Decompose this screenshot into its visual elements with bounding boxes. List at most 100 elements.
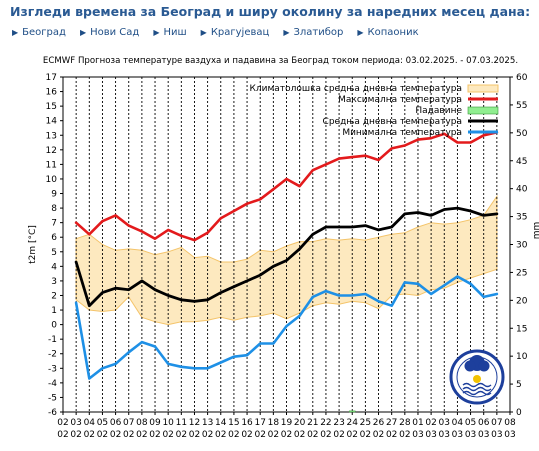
x-tick-day: 27	[386, 418, 397, 428]
x-tick-month: 03	[465, 430, 476, 440]
x-tick-day: 20	[294, 418, 306, 428]
x-tick-month: 02	[399, 430, 410, 440]
x-tick-month: 03	[412, 430, 423, 440]
x-tick-month: 02	[360, 430, 371, 440]
x-tick-day: 09	[149, 418, 161, 428]
x-tick-day: 25	[360, 418, 371, 428]
x-tick-day: 21	[307, 418, 318, 428]
x-tick-day: 02	[425, 418, 436, 428]
y2-tick-label: 50	[516, 129, 528, 139]
x-tick-day: 05	[465, 418, 476, 428]
x-tick-day: 26	[373, 418, 385, 428]
nav-link-3[interactable]: ▶ Крагујевац	[201, 27, 270, 38]
x-tick-day: 13	[202, 418, 213, 428]
x-tick-month: 03	[425, 430, 436, 440]
mean-temp-line	[74, 206, 499, 308]
legend-swatch-precip	[467, 106, 499, 115]
play-arrow-icon: ▶	[79, 28, 87, 37]
x-tick-month: 02	[268, 430, 279, 440]
x-tick-month: 02	[307, 430, 318, 440]
y-axis-label: t2m [°C]	[28, 225, 38, 264]
x-tick-month: 02	[320, 430, 331, 440]
x-tick-day: 05	[97, 418, 108, 428]
x-tick-month: 02	[162, 430, 173, 440]
y-tick-label: 5	[51, 248, 57, 258]
x-tick-month: 03	[452, 430, 463, 440]
y-tick-label: 14	[46, 117, 58, 127]
logo-cloud-icon	[478, 360, 490, 372]
legend-swatch-climatology	[467, 84, 499, 93]
x-tick-month: 02	[84, 430, 95, 440]
x-tick-month: 02	[333, 430, 344, 440]
x-tick-day: 07	[123, 418, 134, 428]
logo-wave-icon	[462, 390, 492, 396]
x-tick-month: 02	[202, 430, 213, 440]
y-tick-label: 13	[46, 131, 57, 141]
nav-link-label: Копаоник	[367, 27, 419, 38]
y-tick-label: 9	[51, 190, 57, 200]
x-tick-day: 24	[347, 418, 359, 428]
legend-label: Минимална температура	[342, 128, 462, 138]
x-tick-day: 17	[254, 418, 265, 428]
x-tick-month: 03	[504, 430, 515, 440]
x-tick-day: 16	[241, 418, 253, 428]
x-tick-month: 03	[439, 430, 450, 440]
x-tick-day: 23	[333, 418, 344, 428]
x-tick-month: 02	[136, 430, 147, 440]
x-tick-month: 03	[491, 430, 502, 440]
nav-link-2[interactable]: ▶ Ниш	[153, 27, 186, 38]
y-tick-label: 10	[46, 175, 58, 185]
x-tick-day: 02	[57, 418, 68, 428]
x-tick-day: 04	[452, 418, 464, 428]
x-tick-day: 03	[439, 418, 450, 428]
y2-tick-label: 55	[516, 101, 527, 111]
logo-wave-icon	[462, 382, 492, 388]
x-tick-month: 02	[373, 430, 384, 440]
y-tick-label: -1	[48, 335, 57, 345]
x-tick-day: 12	[189, 418, 200, 428]
nav-link-5[interactable]: ▶ Копаоник	[357, 27, 418, 38]
play-arrow-icon: ▶	[12, 28, 19, 37]
nav-link-4[interactable]: ▶ Златибор	[283, 27, 343, 38]
x-tick-day: 06	[478, 418, 490, 428]
x-tick-day: 18	[268, 418, 280, 428]
y2-tick-label: 40	[516, 185, 528, 195]
y-tick-label: 0	[51, 321, 57, 331]
rhmz-logo	[449, 349, 505, 405]
x-tick-month: 02	[347, 430, 358, 440]
y2-tick-label: 20	[516, 296, 528, 306]
y-tick-label: 15	[46, 102, 57, 112]
x-tick-day: 04	[84, 418, 96, 428]
y2-tick-label: 60	[516, 73, 528, 83]
y2-tick-label: 35	[516, 213, 527, 223]
x-tick-day: 08	[504, 418, 516, 428]
y2-tick-label: 30	[516, 241, 528, 251]
x-tick-day: 06	[110, 418, 122, 428]
precip-bar	[348, 410, 356, 413]
x-tick-month: 02	[386, 430, 397, 440]
x-tick-month: 02	[294, 430, 305, 440]
y-tick-label: -3	[48, 364, 57, 374]
play-arrow-icon: ▶	[153, 28, 160, 37]
x-tick-day: 28	[399, 418, 411, 428]
logo-cloud-icon	[464, 360, 476, 372]
x-tick-month: 02	[281, 430, 292, 440]
nav-link-label: Ниш	[163, 27, 187, 38]
x-tick-month: 03	[478, 430, 489, 440]
play-arrow-icon: ▶	[357, 28, 364, 37]
y-tick-label: 8	[51, 204, 57, 214]
y-tick-label: -4	[48, 379, 57, 389]
y2-tick-label: 15	[516, 324, 527, 334]
y-tick-label: -6	[48, 408, 57, 418]
nav-link-1[interactable]: ▶ Нови Сад	[80, 27, 139, 38]
x-tick-day: 15	[228, 418, 239, 428]
x-tick-month: 02	[123, 430, 134, 440]
x-tick-day: 07	[491, 418, 502, 428]
legend-label: Максимална температура	[338, 95, 462, 105]
x-tick-day: 03	[70, 418, 81, 428]
x-tick-month: 02	[189, 430, 200, 440]
nav-link-0[interactable]: ▶ Београд	[12, 27, 66, 38]
x-tick-month: 02	[254, 430, 265, 440]
x-tick-day: 19	[281, 418, 293, 428]
